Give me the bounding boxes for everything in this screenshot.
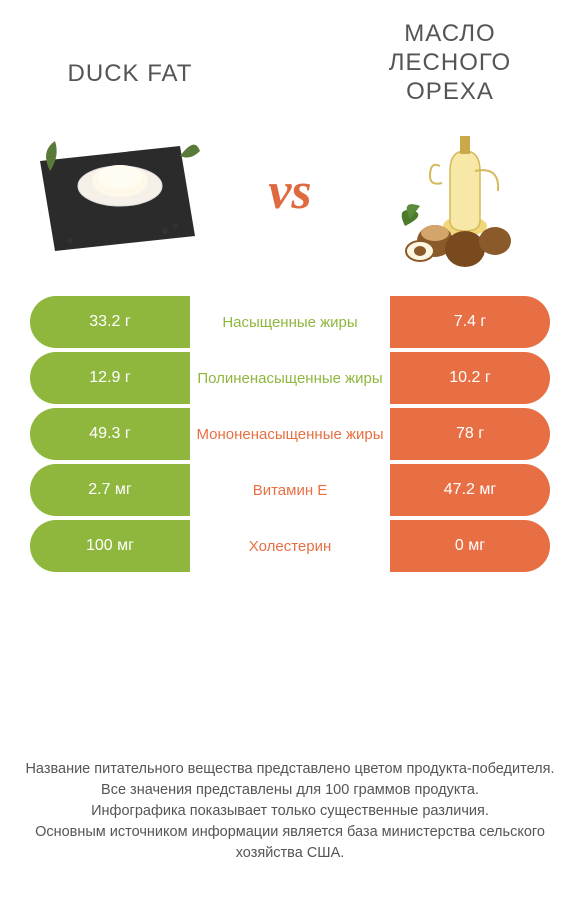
table-row: 33.2 г Насыщенные жиры 7.4 г — [30, 296, 550, 348]
cell-right: 0 мг — [390, 520, 550, 572]
cell-left: 49.3 г — [30, 408, 190, 460]
table-row: 2.7 мг Витамин E 47.2 мг — [30, 464, 550, 516]
cell-mid: Насыщенные жиры — [190, 296, 390, 348]
cell-left: 12.9 г — [30, 352, 190, 404]
header: DUCK FAT МАСЛО ЛЕСНОГО ОРЕХА — [0, 0, 580, 106]
images-row: vs — [0, 106, 580, 296]
comparison-table: 33.2 г Насыщенные жиры 7.4 г 12.9 г Поли… — [0, 296, 580, 576]
image-left — [30, 116, 210, 266]
cell-mid: Витамин E — [190, 464, 390, 516]
cell-mid: Холестерин — [190, 520, 390, 572]
cell-left: 100 мг — [30, 520, 190, 572]
cell-right: 78 г — [390, 408, 550, 460]
cell-right: 7.4 г — [390, 296, 550, 348]
footer-line: Основным источником информации является … — [25, 822, 555, 864]
footer-line: Инфографика показывает только существенн… — [25, 801, 555, 822]
footer-line: Название питательного вещества представл… — [25, 759, 555, 780]
cell-mid: Полиненасыщенные жиры — [190, 352, 390, 404]
table-row: 12.9 г Полиненасыщенные жиры 10.2 г — [30, 352, 550, 404]
footer: Название питательного вещества представл… — [0, 759, 580, 904]
title-right: МАСЛО ЛЕСНОГО ОРЕХА — [350, 20, 550, 106]
footer-line: Все значения представлены для 100 граммо… — [25, 780, 555, 801]
cell-left: 2.7 мг — [30, 464, 190, 516]
cell-left: 33.2 г — [30, 296, 190, 348]
image-right — [370, 116, 550, 266]
cell-right: 10.2 г — [390, 352, 550, 404]
table-row: 49.3 г Мононенасыщенные жиры 78 г — [30, 408, 550, 460]
title-left: DUCK FAT — [30, 60, 230, 89]
cell-mid: Мононенасыщенные жиры — [190, 408, 390, 460]
vs-label: vs — [268, 162, 311, 221]
table-row: 100 мг Холестерин 0 мг — [30, 520, 550, 572]
cell-right: 47.2 мг — [390, 464, 550, 516]
